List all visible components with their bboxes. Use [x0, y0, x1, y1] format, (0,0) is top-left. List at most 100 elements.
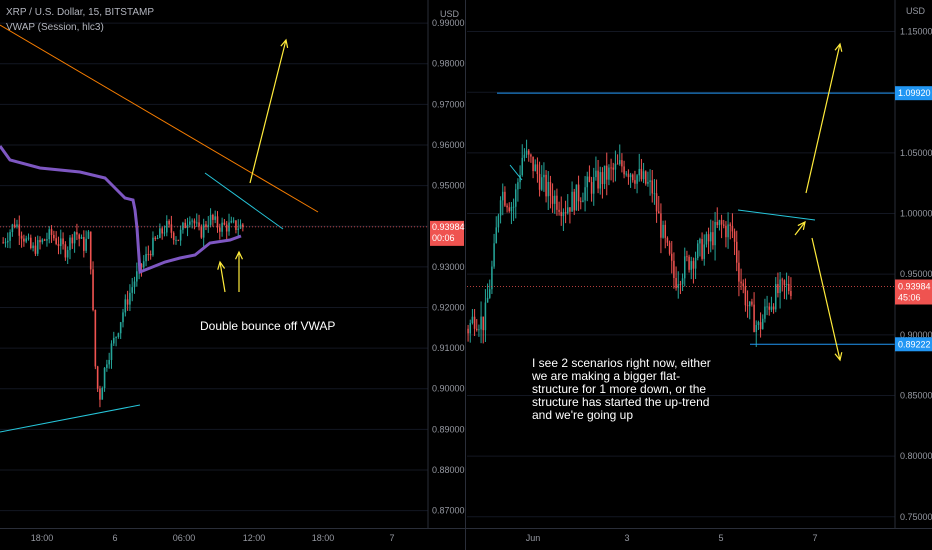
right-candle	[504, 191, 506, 206]
left-bounce-arrow-1	[217, 260, 226, 293]
left-x-tick: 06:00	[173, 533, 196, 543]
right-candle	[718, 220, 721, 226]
right-candle	[601, 172, 604, 184]
right-candle	[727, 224, 729, 238]
right-structure-line	[737, 209, 816, 221]
left-candle	[145, 253, 147, 262]
right-y-tick: 0.75000	[900, 512, 932, 522]
left-candle	[212, 214, 214, 220]
right-candle	[562, 212, 565, 217]
left-candle	[48, 229, 51, 240]
right-candles[interactable]	[467, 139, 792, 347]
right-candle	[772, 306, 775, 310]
right-candle	[523, 154, 526, 158]
left-candle	[11, 224, 14, 233]
left-candle	[156, 237, 159, 240]
right-candle	[566, 207, 569, 214]
right-small-arrow	[794, 220, 806, 236]
left-candle	[142, 261, 145, 268]
left-candle	[230, 220, 233, 223]
left-candle	[27, 237, 30, 239]
left-bounce-arrow-1-shaft	[219, 261, 226, 293]
right-candle	[764, 306, 766, 319]
left-grid	[0, 22, 428, 512]
left-x-tick: 18:00	[312, 533, 335, 543]
right-candle	[575, 184, 578, 211]
right-candle	[696, 243, 699, 259]
left-candle	[115, 337, 117, 338]
left-candle	[152, 237, 154, 256]
left-candle	[223, 222, 226, 225]
right-down-arrow-shaft	[811, 237, 841, 361]
left-candle	[99, 388, 101, 400]
resistance-label: 1.09920	[898, 88, 931, 98]
right-x-tick: 7	[812, 533, 817, 543]
right-candle	[564, 212, 567, 214]
right-candle	[673, 260, 675, 279]
left-candle	[202, 224, 205, 238]
left-candles[interactable]	[2, 208, 244, 408]
left-candle	[182, 222, 184, 230]
left-x-tick: 18:00	[31, 533, 54, 543]
right-candle	[551, 195, 554, 204]
right-y-tick: 0.85000	[900, 390, 932, 400]
right-candle	[681, 278, 684, 285]
right-candle	[649, 180, 651, 183]
left-up-arrow-head	[280, 38, 289, 48]
right-x-tick: 5	[718, 533, 723, 543]
right-candle	[543, 174, 545, 178]
left-candle	[242, 224, 244, 227]
right-candle	[714, 221, 716, 246]
left-candle	[126, 299, 129, 305]
right-candle	[623, 166, 625, 175]
left-candle	[66, 250, 69, 258]
left-candle	[122, 312, 124, 323]
left-candle	[69, 237, 71, 251]
left-candle	[179, 229, 182, 241]
right-candle	[549, 181, 552, 196]
right-candle	[746, 305, 749, 307]
right-candle	[571, 191, 573, 212]
right-candle	[508, 207, 511, 212]
left-price-label: 0.93984	[432, 222, 465, 232]
left-y-tick: 0.91000	[432, 343, 465, 353]
left-candle	[239, 224, 242, 229]
drawings[interactable]	[0, 24, 895, 433]
right-price-label: 0.93984	[898, 282, 931, 292]
left-candle	[136, 271, 138, 282]
right-candle	[608, 167, 610, 180]
right-candle	[491, 266, 493, 290]
right-y-tick: 0.95000	[900, 269, 932, 279]
right-candle	[625, 173, 628, 175]
right-candle	[647, 182, 649, 184]
right-candle	[686, 256, 688, 258]
left-candle	[205, 224, 207, 228]
symbol-title: XRP / U.S. Dollar, 15, BITSTAMP	[6, 7, 155, 18]
left-y-tick: 0.96000	[432, 140, 465, 150]
left-candle	[9, 232, 11, 241]
right-candle	[683, 256, 686, 279]
right-candle	[536, 164, 539, 175]
left-bounce-arrow-2-head	[234, 250, 244, 260]
left-candle	[232, 220, 235, 222]
left-y-tick: 0.89000	[432, 424, 465, 434]
left-candle	[228, 222, 230, 232]
right-candle	[694, 258, 697, 269]
right-down-arrow-head	[834, 352, 843, 362]
right-candle	[631, 174, 634, 181]
right-price-badge	[895, 279, 932, 305]
right-candle	[603, 165, 606, 184]
left-triangle-top	[204, 172, 284, 230]
right-candle	[660, 213, 662, 238]
left-candle	[184, 222, 187, 229]
right-up-arrow	[805, 42, 843, 194]
right-candle	[579, 201, 582, 203]
left-countdown-label: 00:06	[432, 233, 455, 243]
right-candle	[553, 195, 556, 204]
left-candle	[186, 224, 189, 229]
right-countdown-label: 45:06	[898, 293, 921, 303]
right-candle	[538, 174, 541, 190]
left-candle	[149, 253, 152, 256]
left-candle	[13, 224, 16, 227]
